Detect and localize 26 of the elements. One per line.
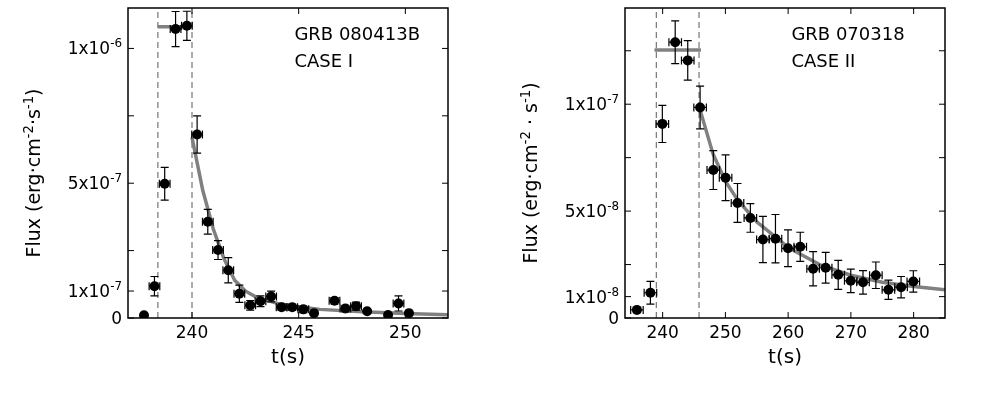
y-tick-label: 5x10$^{-7}$ [67, 171, 122, 194]
point [309, 308, 320, 318]
x-axis-title: t(s) [271, 344, 305, 368]
annotation: CASE I [294, 50, 354, 71]
x-tick-label: 280 [897, 322, 930, 342]
annotation: CASE II [791, 50, 856, 71]
y-tick-label: 1x10$^{-7}$ [564, 92, 619, 115]
y-tick-label: 1x10$^{-7}$ [67, 279, 122, 302]
y-tick-label: 1x10$^{-8}$ [564, 284, 619, 307]
x-tick-label: 250 [389, 322, 422, 342]
x-tick-label: 240 [646, 322, 679, 342]
y-tick-label: 0 [608, 308, 619, 328]
x-axis-title: t(s) [768, 344, 802, 368]
x-tick-label: 240 [175, 322, 209, 342]
y-tick-label: 1x10$^{-6}$ [67, 36, 122, 59]
point [383, 310, 394, 318]
y-tick-label: 0 [111, 308, 122, 328]
point [403, 308, 414, 318]
point [362, 306, 373, 317]
annotation: GRB 080413B [294, 23, 420, 44]
x-tick-label: 245 [282, 322, 315, 342]
x-tick-label: 260 [771, 322, 805, 342]
annotation: GRB 070318 [791, 23, 905, 44]
x-tick-label: 250 [709, 322, 742, 342]
y-tick-label: 5x10$^{-8}$ [564, 199, 619, 222]
x-tick-label: 270 [834, 322, 868, 342]
